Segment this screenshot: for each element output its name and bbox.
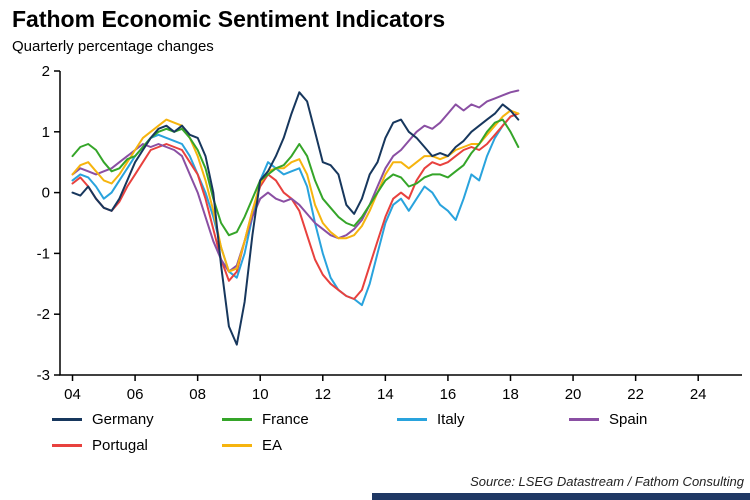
y-tick-label: -1 — [37, 245, 50, 262]
legend-swatch-ea — [222, 444, 252, 447]
chart-legend: Germany France Italy Spain Portugal EA — [12, 411, 740, 454]
legend-swatch-france — [222, 418, 252, 421]
footer-accent-bar — [372, 493, 750, 500]
axes — [59, 71, 742, 376]
x-tick-label: 08 — [189, 386, 206, 403]
legend-swatch-portugal — [52, 444, 82, 447]
y-tick-label: -3 — [37, 367, 50, 384]
series-line-portugal — [71, 112, 520, 300]
legend-label: Spain — [609, 411, 648, 428]
legend-label: France — [262, 411, 309, 428]
y-tick-label: 1 — [42, 124, 50, 141]
legend-item-france: France — [222, 411, 397, 428]
x-tick-label: 20 — [565, 386, 582, 403]
legend-label: Portugal — [92, 437, 148, 454]
x-tick-label: 06 — [127, 386, 144, 403]
series-line-ea — [71, 109, 520, 273]
x-tick-label: 24 — [690, 386, 707, 403]
chart-subtitle: Quarterly percentage changes — [12, 38, 214, 55]
legend-swatch-germany — [52, 418, 82, 421]
legend-item-italy: Italy — [397, 411, 569, 428]
legend-item-portugal: Portugal — [52, 437, 222, 454]
x-tick-label: 18 — [502, 386, 519, 403]
series-line-france — [71, 118, 520, 237]
series-line-spain — [71, 89, 520, 273]
x-tick-label: 12 — [314, 386, 331, 403]
legend-swatch-italy — [397, 418, 427, 421]
line-chart: 210-1-2-304 06 08 10 12 14 16 18 20 22 24 — [37, 63, 742, 403]
x-tick-label: 14 — [377, 386, 394, 403]
series-line-germany — [71, 91, 520, 346]
x-tick-label: 04 — [64, 386, 81, 403]
legend-item-germany: Germany — [52, 411, 222, 428]
x-tick-label: 16 — [440, 386, 457, 403]
y-tick-label: 0 — [42, 185, 50, 202]
legend-label: Italy — [437, 411, 465, 428]
legend-item-spain: Spain — [569, 411, 729, 428]
x-tick-label: 10 — [252, 386, 269, 403]
source-text: Source: LSEG Datastream / Fathom Consult… — [470, 474, 744, 489]
chart-footer: Source: LSEG Datastream / Fathom Consult… — [0, 474, 750, 500]
x-tick-label: 22 — [627, 386, 644, 403]
y-tick-label: 2 — [42, 63, 50, 80]
chart-title: Fathom Economic Sentiment Indicators — [12, 6, 446, 32]
legend-label: EA — [262, 437, 283, 454]
legend-item-ea: EA — [222, 437, 397, 454]
legend-swatch-spain — [569, 418, 599, 421]
y-tick-label: -2 — [37, 306, 50, 323]
legend-label: Germany — [92, 411, 154, 428]
